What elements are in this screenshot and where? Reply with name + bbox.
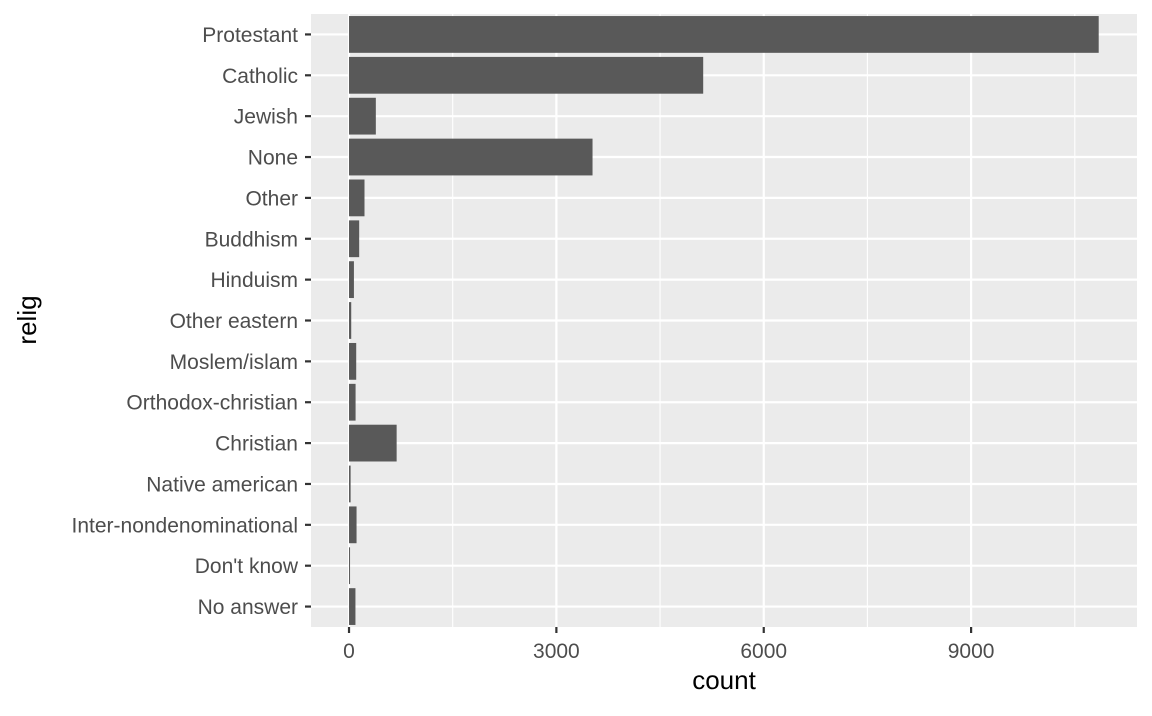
y-axis-title: relig [12,295,42,344]
bar-hinduism [349,261,354,299]
y-tick-label: Other [245,187,298,210]
y-tick-label: Christian [215,433,298,456]
bar-don-t-know [349,547,351,585]
x-tick-label: 0 [343,640,355,663]
y-tick-label: Protestant [202,24,298,47]
bar-no-answer [349,588,356,625]
y-tick-label: Don't know [195,555,299,578]
bar-orthodox-christian [349,383,356,421]
bar-buddhism [349,220,360,258]
y-tick-label: No answer [198,596,298,619]
y-tick-label: Moslem/islam [170,351,298,374]
y-tick-label: Native american [146,473,298,496]
bar-moslem-islam [349,342,357,380]
y-tick-label: Orthodox-christian [126,392,298,415]
bar-catholic [349,56,704,94]
bar-none [349,138,593,176]
y-tick-label: Inter-nondenominational [72,514,299,537]
bar-other [349,179,365,217]
bar-other-eastern [349,302,352,339]
y-axis: Protestant Catholic Jewish None Other Buddhis… [72,24,311,619]
bar-protestant [349,16,1099,53]
bar-inter-nondenominational [349,506,357,544]
x-axis: 0 3000 6000 9000 [343,627,994,663]
x-tick-label: 9000 [948,640,995,663]
x-axis-title: count [692,665,756,695]
y-tick-label: Other eastern [170,310,298,333]
y-tick-label: Hinduism [210,269,298,292]
y-tick-label: None [248,147,298,170]
bar-jewish [349,97,376,135]
bars [349,16,1099,625]
y-tick-label: Catholic [222,65,298,88]
y-tick-label: Jewish [234,106,298,129]
y-tick-label: Buddhism [205,228,298,251]
bar-christian [349,424,397,462]
x-tick-label: 6000 [740,640,787,663]
x-tick-label: 3000 [533,640,580,663]
bar-native-american [349,465,351,503]
